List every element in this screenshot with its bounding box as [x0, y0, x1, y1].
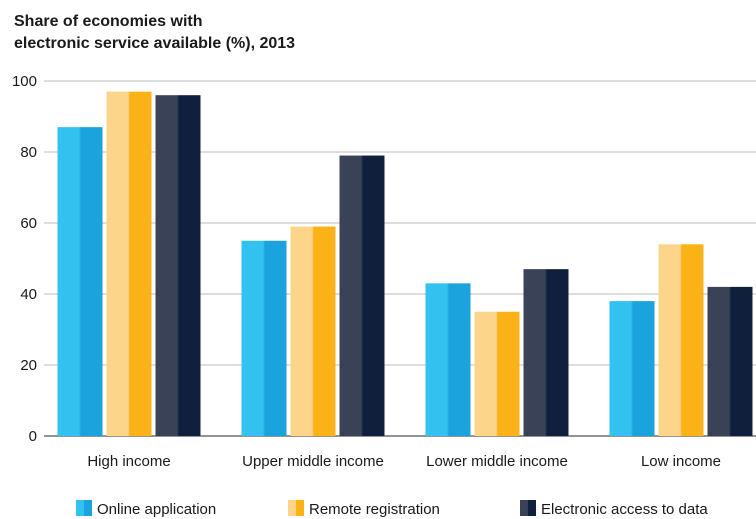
x-tick-label: High income	[87, 453, 170, 470]
bar-electronic-access-to-data	[155, 95, 201, 436]
y-tick-label: 60	[20, 215, 37, 232]
legend-swatch	[76, 500, 92, 516]
y-tick-label: 40	[20, 286, 37, 303]
chart-title: Share of economies with electronic servi…	[14, 11, 434, 55]
bar-electronic-access-to-data	[523, 269, 569, 436]
legend-label: Remote registration	[309, 501, 440, 518]
y-tick-label: 100	[12, 73, 37, 90]
x-tick-label: Lower middle income	[426, 453, 568, 470]
bar-electronic-access-to-data	[707, 286, 753, 436]
bar-online-application	[609, 301, 655, 436]
legend-swatch	[288, 500, 304, 516]
legend-label: Electronic access to data	[541, 501, 708, 518]
x-tick-label: Upper middle income	[242, 453, 384, 470]
bar-remote-registration	[658, 244, 704, 436]
chart-title-line-1: Share of economies with	[14, 13, 203, 30]
bar-remote-registration	[474, 311, 520, 436]
legend-swatch	[520, 500, 536, 516]
y-tick-label: 0	[29, 428, 37, 445]
bar-online-application	[241, 240, 287, 436]
y-tick-label: 80	[20, 144, 37, 161]
x-tick-label: Low income	[641, 453, 721, 470]
bar-online-application	[425, 283, 471, 436]
y-tick-label: 20	[20, 357, 37, 374]
bar-remote-registration	[290, 226, 336, 436]
chart-title-line-2: electronic service available (%), 2013	[14, 35, 296, 52]
bar-remote-registration	[106, 91, 152, 437]
bar-online-application	[57, 127, 103, 437]
legend-label: Online application	[97, 501, 216, 518]
bar-electronic-access-to-data	[339, 155, 385, 437]
